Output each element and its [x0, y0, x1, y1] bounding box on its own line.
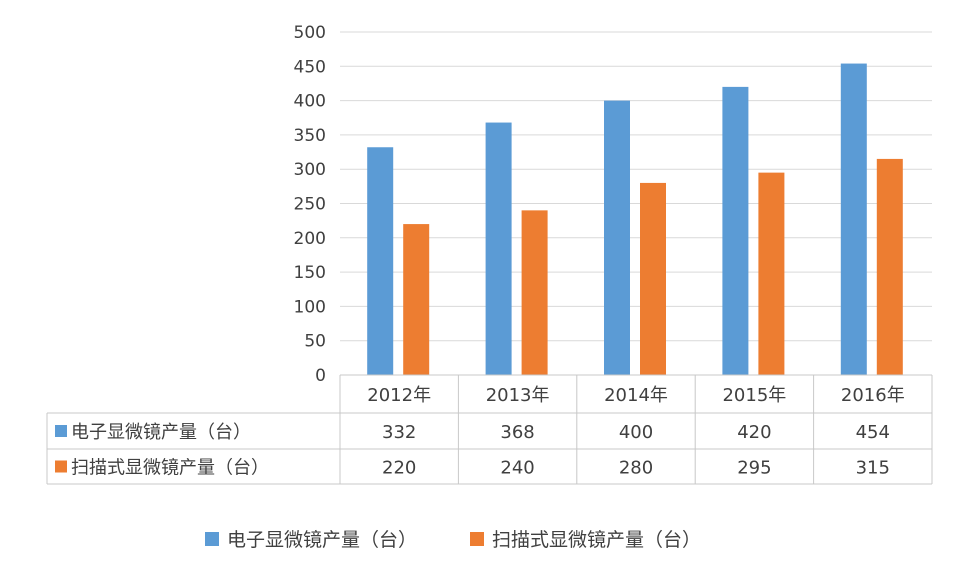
data-label-series0-1: 368 — [500, 422, 534, 443]
x-tick-label-3: 2015年 — [722, 385, 786, 406]
data-label-series1-3: 295 — [737, 458, 771, 479]
y-tick-label-200: 200 — [294, 229, 326, 249]
bar-series1-1 — [521, 210, 548, 375]
table-key-series0 — [55, 425, 67, 437]
y-tick-label-300: 300 — [294, 160, 326, 180]
data-label-series0-4: 454 — [856, 422, 890, 443]
x-tick-label-0: 2012年 — [367, 385, 431, 406]
y-tick-label-100: 100 — [294, 297, 326, 317]
data-label-series0-2: 400 — [619, 422, 653, 443]
bar-series0-0 — [367, 147, 394, 375]
y-tick-label-0: 0 — [315, 366, 326, 386]
bar-series1-3 — [758, 172, 785, 375]
bar-series0-3 — [722, 86, 749, 375]
bar-series0-1 — [485, 122, 512, 375]
data-label-series1-2: 280 — [619, 458, 653, 479]
bar-series1-4 — [876, 158, 903, 375]
y-tick-label-250: 250 — [294, 195, 326, 215]
bar-series1-0 — [403, 224, 430, 375]
y-tick-label-400: 400 — [294, 92, 326, 112]
x-tick-label-2: 2014年 — [604, 385, 668, 406]
table-key-series1 — [55, 460, 67, 473]
bar-series1-2 — [640, 182, 666, 375]
data-label-series0-3: 420 — [737, 422, 771, 443]
data-label-series1-0: 220 — [382, 458, 416, 479]
x-tick-label-1: 2013年 — [486, 385, 550, 406]
y-tick-label-500: 500 — [294, 23, 326, 43]
data-label-series0-0: 332 — [382, 422, 416, 443]
bar-series0-2 — [604, 100, 630, 375]
legend-key-series1 — [470, 532, 484, 546]
table-series-name-1: 扫描式显微镜产量（台） — [71, 458, 269, 479]
y-tick-label-450: 450 — [294, 57, 326, 77]
data-label-series1-1: 240 — [500, 458, 534, 479]
data-label-series1-4: 315 — [856, 458, 890, 479]
legend-label-series0: 电子显微镜产量（台） — [227, 529, 417, 551]
x-tick-label-4: 2016年 — [841, 385, 905, 406]
y-tick-label-50: 50 — [304, 332, 326, 352]
legend-key-series0 — [205, 532, 219, 546]
y-tick-label-350: 350 — [294, 126, 326, 146]
bar-series0-4 — [840, 63, 867, 375]
legend-label-series1: 扫描式显微镜产量（台） — [492, 529, 701, 551]
table-series-name-0: 电子显微镜产量（台） — [71, 422, 251, 443]
y-tick-label-150: 150 — [294, 263, 326, 283]
